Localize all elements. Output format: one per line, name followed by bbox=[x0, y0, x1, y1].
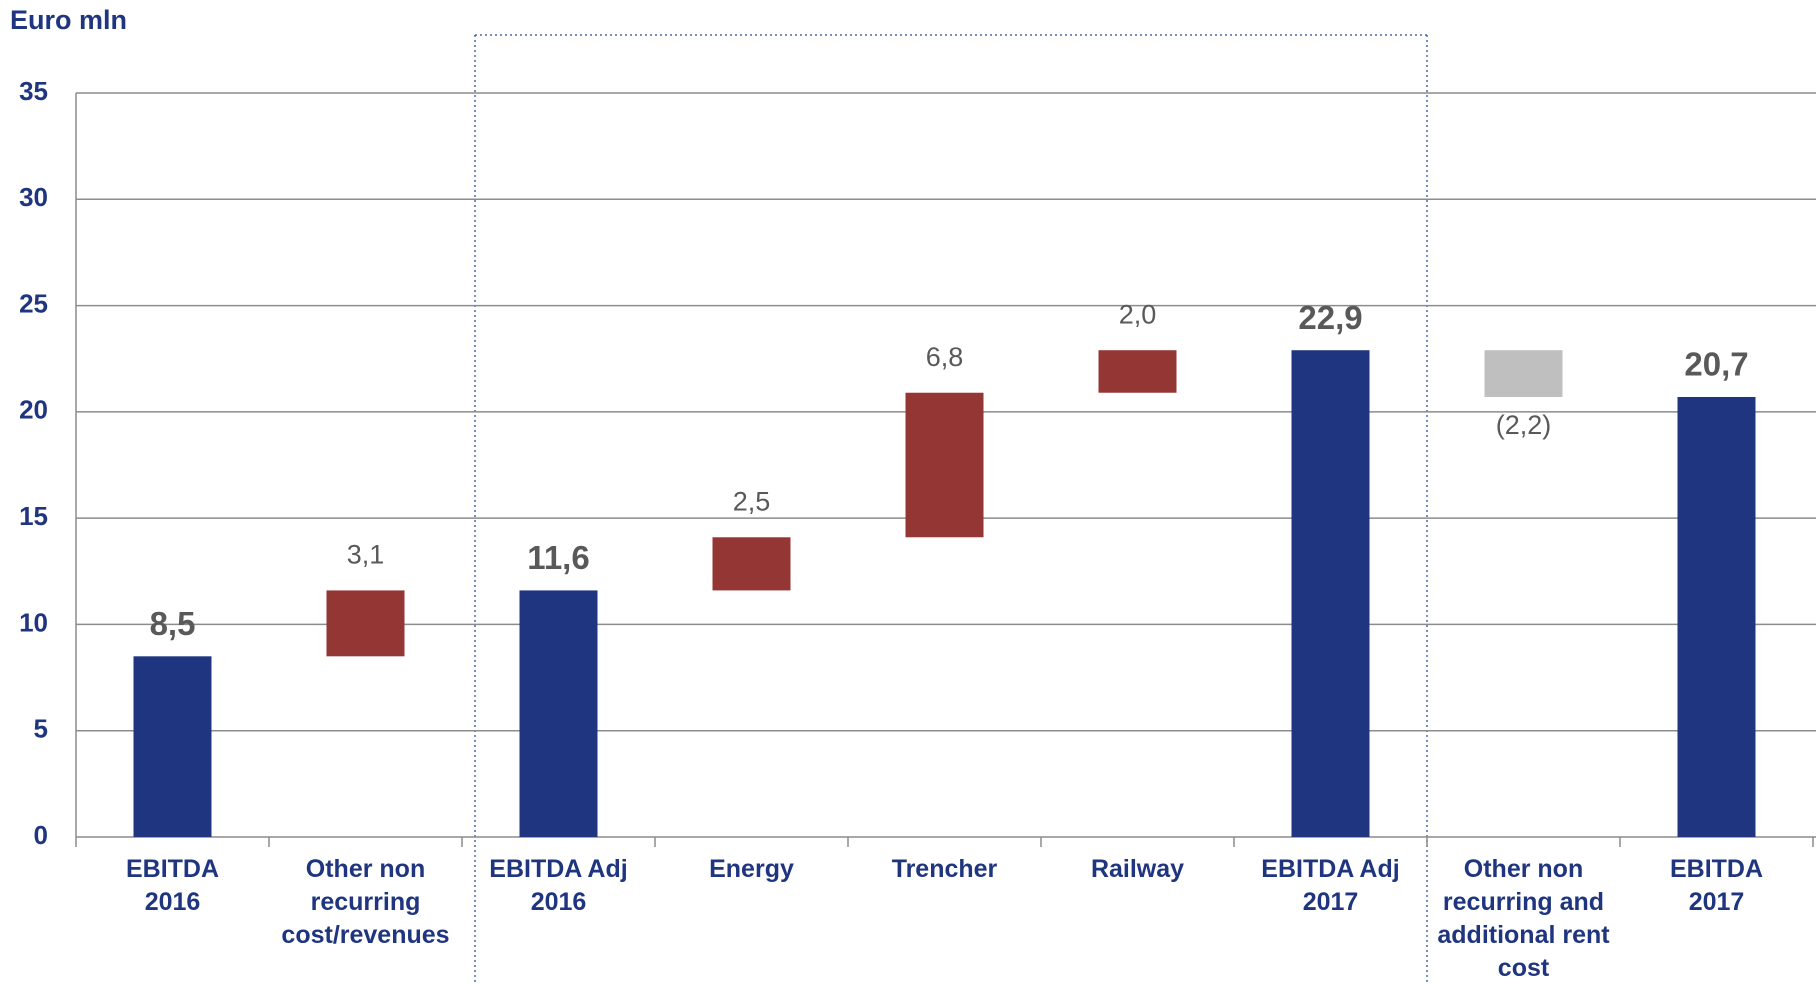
value-label: (2,2) bbox=[1496, 410, 1552, 440]
value-label: 2,0 bbox=[1119, 299, 1157, 329]
x-tick-label: Trencher bbox=[891, 855, 998, 883]
value-label: 8,5 bbox=[150, 605, 196, 642]
x-tick-label: EBITDA 2016 bbox=[125, 855, 220, 916]
bar bbox=[519, 590, 598, 837]
value-label: 20,7 bbox=[1684, 346, 1748, 383]
value-label: 22,9 bbox=[1298, 299, 1362, 336]
value-label: 3,1 bbox=[347, 540, 385, 570]
bar bbox=[133, 656, 212, 837]
x-tick-label: EBITDA Adj 2017 bbox=[1261, 855, 1400, 916]
bar bbox=[326, 590, 405, 657]
y-tick-label: 0 bbox=[34, 820, 48, 850]
value-label: 11,6 bbox=[527, 539, 589, 576]
y-tick-label: 5 bbox=[34, 714, 48, 744]
x-tick-label: Railway bbox=[1090, 855, 1185, 883]
x-tick-label: Other non recurring cost/revenues bbox=[281, 855, 450, 949]
y-tick-label: 20 bbox=[19, 395, 48, 425]
y-tick-label: 25 bbox=[19, 288, 48, 318]
bar bbox=[1484, 350, 1563, 397]
bar bbox=[1677, 396, 1756, 837]
y-tick-label: 10 bbox=[19, 607, 48, 637]
x-tick-label: Other non recurring and additional rent … bbox=[1437, 855, 1610, 982]
bar bbox=[712, 537, 791, 591]
value-label: 2,5 bbox=[733, 486, 771, 516]
y-tick-label: 15 bbox=[19, 501, 48, 531]
y-axis-label: Euro mln bbox=[10, 5, 127, 35]
x-tick-label: EBITDA Adj 2016 bbox=[489, 855, 628, 916]
y-tick-label: 35 bbox=[19, 76, 48, 106]
bar bbox=[1098, 350, 1177, 393]
x-tick-label: Energy bbox=[709, 855, 794, 883]
value-label: 6,8 bbox=[926, 342, 964, 372]
bar bbox=[1291, 350, 1370, 837]
x-tick-label: EBITDA 2017 bbox=[1669, 855, 1764, 916]
bar bbox=[905, 392, 984, 538]
y-tick-label: 30 bbox=[19, 182, 48, 212]
